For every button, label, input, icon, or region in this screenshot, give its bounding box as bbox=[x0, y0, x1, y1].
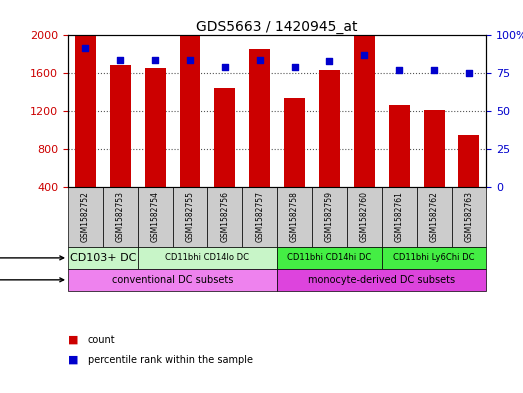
FancyBboxPatch shape bbox=[277, 269, 486, 291]
Text: GSM1582752: GSM1582752 bbox=[81, 191, 90, 242]
Text: GSM1582762: GSM1582762 bbox=[429, 191, 439, 242]
Text: ■: ■ bbox=[68, 354, 78, 365]
Point bbox=[81, 44, 89, 51]
FancyBboxPatch shape bbox=[68, 247, 138, 269]
FancyBboxPatch shape bbox=[277, 187, 312, 247]
FancyBboxPatch shape bbox=[277, 247, 382, 269]
Text: CD11bhi Ly6Chi DC: CD11bhi Ly6Chi DC bbox=[393, 253, 475, 263]
Text: monocyte-derived DC subsets: monocyte-derived DC subsets bbox=[308, 275, 456, 285]
Text: cell type: cell type bbox=[0, 253, 64, 263]
FancyBboxPatch shape bbox=[208, 187, 242, 247]
FancyBboxPatch shape bbox=[417, 187, 451, 247]
Text: GSM1582755: GSM1582755 bbox=[186, 191, 195, 242]
FancyBboxPatch shape bbox=[312, 187, 347, 247]
FancyBboxPatch shape bbox=[103, 187, 138, 247]
Title: GDS5663 / 1420945_at: GDS5663 / 1420945_at bbox=[197, 20, 358, 34]
Text: CD11bhi CD14hi DC: CD11bhi CD14hi DC bbox=[287, 253, 372, 263]
Text: GSM1582753: GSM1582753 bbox=[116, 191, 125, 242]
FancyBboxPatch shape bbox=[68, 187, 103, 247]
Bar bbox=[354, 30, 375, 187]
FancyBboxPatch shape bbox=[382, 187, 417, 247]
FancyBboxPatch shape bbox=[382, 247, 486, 269]
Point bbox=[221, 64, 229, 70]
Text: GSM1582760: GSM1582760 bbox=[360, 191, 369, 242]
Text: other: other bbox=[0, 275, 64, 285]
FancyBboxPatch shape bbox=[242, 187, 277, 247]
Text: GSM1582759: GSM1582759 bbox=[325, 191, 334, 242]
Bar bbox=[214, 88, 235, 187]
Bar bbox=[75, 1, 96, 187]
FancyBboxPatch shape bbox=[347, 187, 382, 247]
Point bbox=[256, 57, 264, 63]
Bar bbox=[179, 33, 200, 187]
Point bbox=[360, 52, 369, 58]
Text: GSM1582756: GSM1582756 bbox=[220, 191, 230, 242]
Point bbox=[430, 67, 438, 73]
FancyBboxPatch shape bbox=[451, 187, 486, 247]
Bar bbox=[284, 98, 305, 187]
Text: GSM1582758: GSM1582758 bbox=[290, 191, 299, 242]
FancyBboxPatch shape bbox=[68, 269, 277, 291]
Bar bbox=[319, 70, 340, 187]
Text: conventional DC subsets: conventional DC subsets bbox=[112, 275, 233, 285]
Bar bbox=[389, 105, 410, 187]
Text: percentile rank within the sample: percentile rank within the sample bbox=[88, 354, 253, 365]
FancyBboxPatch shape bbox=[138, 187, 173, 247]
Bar bbox=[459, 135, 480, 187]
Point bbox=[395, 67, 403, 73]
Bar bbox=[249, 49, 270, 187]
Bar bbox=[145, 68, 166, 187]
Point bbox=[290, 64, 299, 70]
Text: GSM1582757: GSM1582757 bbox=[255, 191, 264, 242]
Bar bbox=[110, 65, 131, 187]
Point bbox=[186, 57, 194, 63]
Text: GSM1582754: GSM1582754 bbox=[151, 191, 160, 242]
Bar bbox=[424, 110, 445, 187]
Text: GSM1582763: GSM1582763 bbox=[464, 191, 473, 242]
Text: CD103+ DC: CD103+ DC bbox=[70, 253, 136, 263]
FancyBboxPatch shape bbox=[173, 187, 208, 247]
Point bbox=[151, 57, 160, 63]
Point bbox=[465, 70, 473, 76]
Text: CD11bhi CD14lo DC: CD11bhi CD14lo DC bbox=[165, 253, 249, 263]
Text: GSM1582761: GSM1582761 bbox=[395, 191, 404, 242]
Point bbox=[116, 57, 124, 63]
Point bbox=[325, 58, 334, 64]
Text: ■: ■ bbox=[68, 335, 78, 345]
FancyBboxPatch shape bbox=[138, 247, 277, 269]
Text: count: count bbox=[88, 335, 116, 345]
